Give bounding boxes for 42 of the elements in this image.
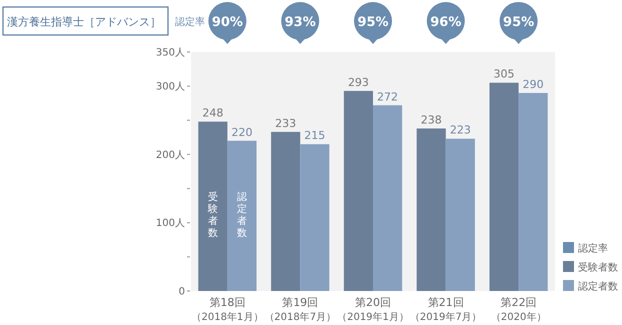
data-label: 233 <box>275 116 296 130</box>
data-label: 215 <box>304 129 326 142</box>
y-tick-label: 300人 <box>156 82 185 93</box>
text: 90% <box>212 15 243 30</box>
annotation: 認定者数 <box>236 191 247 239</box>
bar <box>198 122 228 291</box>
bar <box>300 144 330 291</box>
x-tick-label: 第22回（2020年） <box>490 296 546 323</box>
bar <box>416 128 446 291</box>
x-tick-label: 第20回（2019年1月） <box>337 296 409 323</box>
bar <box>344 90 373 291</box>
data-label: 248 <box>202 106 224 120</box>
text: 漢方養生指導士［アドバンス］ <box>7 16 161 28</box>
bar <box>271 132 300 291</box>
data-label: 290 <box>522 78 544 91</box>
annotation: 受験者数 <box>206 191 218 239</box>
x-tick-label: 第19回（2018年7月） <box>264 296 336 323</box>
bar <box>518 92 548 291</box>
data-label: 220 <box>231 126 252 139</box>
y-tick-label: 350人 <box>156 48 185 58</box>
y-tick-label: 200人 <box>156 150 185 161</box>
text: 93% <box>284 15 316 30</box>
legend-label: 受験者数 <box>578 262 618 274</box>
data-label: 305 <box>494 68 515 81</box>
bar <box>373 105 402 291</box>
text: 95% <box>503 15 534 30</box>
text: 認定率 <box>175 17 205 28</box>
bar <box>446 138 475 291</box>
text: 96% <box>430 15 462 30</box>
data-label: 293 <box>348 76 369 89</box>
x-tick-label: 第21回（2019年7月） <box>410 296 482 323</box>
data-label: 238 <box>420 113 442 126</box>
y-tick-label: 100人 <box>156 218 185 230</box>
bar <box>489 82 519 291</box>
bar <box>227 140 257 291</box>
text: 95% <box>357 15 389 30</box>
y-tick-label: 0 <box>178 286 185 298</box>
x-tick-label: 第18回（2018年1月） <box>191 296 264 323</box>
data-label: 272 <box>377 90 398 104</box>
text: 認定率 <box>578 242 608 254</box>
data-label: 223 <box>450 124 471 137</box>
legend-label: 認定者数 <box>578 280 618 292</box>
